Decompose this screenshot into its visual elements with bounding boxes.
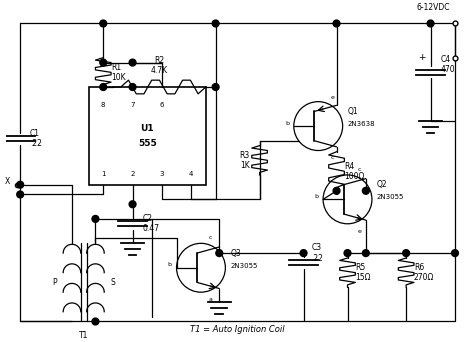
Text: c: c <box>331 155 335 160</box>
Text: c: c <box>357 167 361 172</box>
Text: R5
15Ω: R5 15Ω <box>356 263 371 282</box>
Circle shape <box>100 20 107 27</box>
Text: 2N3055: 2N3055 <box>377 194 404 200</box>
Bar <box>89 87 206 185</box>
Circle shape <box>212 20 219 27</box>
Text: R3
1K: R3 1K <box>239 150 250 170</box>
Text: 4: 4 <box>189 171 193 177</box>
Text: R1
10K: R1 10K <box>111 63 126 82</box>
Circle shape <box>129 201 136 208</box>
Text: 3: 3 <box>160 171 164 177</box>
Text: T1 = Auto Ignition Coil: T1 = Auto Ignition Coil <box>190 325 284 334</box>
Circle shape <box>300 250 307 256</box>
Text: Q2: Q2 <box>377 180 387 189</box>
Text: 2N3638: 2N3638 <box>347 121 375 127</box>
Text: R6
270Ω: R6 270Ω <box>414 263 434 282</box>
Circle shape <box>363 187 369 194</box>
Text: T1: T1 <box>79 331 88 340</box>
Circle shape <box>17 191 24 198</box>
Circle shape <box>129 83 136 90</box>
Text: U1: U1 <box>140 123 154 133</box>
Circle shape <box>216 250 223 256</box>
Circle shape <box>333 20 340 27</box>
Circle shape <box>17 181 24 188</box>
Circle shape <box>100 83 107 90</box>
Text: R4
100Ω: R4 100Ω <box>344 161 365 181</box>
Text: e: e <box>331 95 335 100</box>
Text: +: + <box>418 53 426 62</box>
Text: c: c <box>209 235 212 240</box>
Text: Q3: Q3 <box>230 249 241 258</box>
Text: C2
0.47: C2 0.47 <box>142 214 159 234</box>
Text: P: P <box>53 278 57 287</box>
Text: b: b <box>314 194 318 199</box>
Text: a: a <box>209 297 213 302</box>
Text: S: S <box>110 278 115 287</box>
Text: X: X <box>5 177 10 186</box>
Text: 7: 7 <box>130 102 135 108</box>
Circle shape <box>363 250 369 256</box>
Circle shape <box>344 250 351 256</box>
Text: Q1: Q1 <box>347 107 358 116</box>
Text: 1: 1 <box>101 171 106 177</box>
Text: 2: 2 <box>130 171 135 177</box>
Circle shape <box>212 83 219 90</box>
Text: C1
.22: C1 .22 <box>30 129 42 148</box>
Circle shape <box>129 59 136 66</box>
Text: 8: 8 <box>101 102 106 108</box>
Text: R2
4.7K: R2 4.7K <box>151 56 168 75</box>
Circle shape <box>427 20 434 27</box>
Text: 555: 555 <box>138 139 156 148</box>
Text: 2N3055: 2N3055 <box>230 263 258 269</box>
Circle shape <box>92 318 99 325</box>
Text: b: b <box>168 262 172 267</box>
Text: 6-12VDC: 6-12VDC <box>417 3 450 12</box>
Text: C4
470: C4 470 <box>440 55 455 74</box>
Circle shape <box>333 187 340 194</box>
Text: C3
.22: C3 .22 <box>311 244 323 263</box>
Text: b: b <box>285 121 289 126</box>
Text: 6: 6 <box>160 102 164 108</box>
Circle shape <box>92 215 99 222</box>
Circle shape <box>100 59 107 66</box>
Circle shape <box>452 250 458 256</box>
Circle shape <box>403 250 410 256</box>
Text: e: e <box>357 229 361 234</box>
